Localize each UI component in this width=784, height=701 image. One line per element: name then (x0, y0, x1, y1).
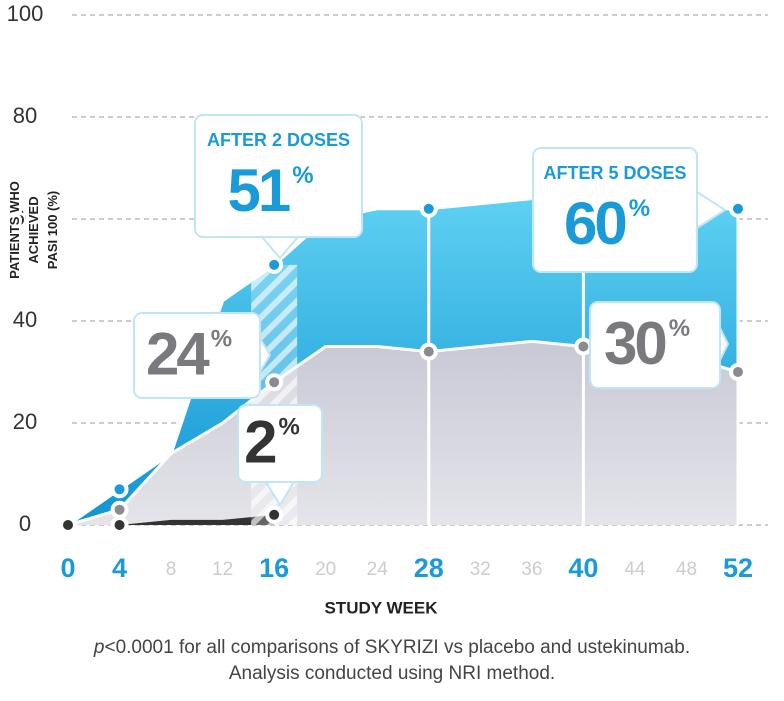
callout-cover (535, 150, 695, 270)
callout-pointer (719, 327, 730, 361)
dot (733, 367, 743, 377)
callout-cover (136, 315, 258, 396)
footnote-italic: p (93, 637, 105, 658)
callout: AFTER 5 DOSES 60% (532, 147, 727, 273)
callout-value: 30% (604, 310, 690, 377)
data-point (265, 373, 284, 392)
data-point (265, 505, 284, 524)
callout: 2% (237, 404, 323, 507)
dot (423, 203, 434, 214)
y-tick-label: 0 (19, 511, 31, 536)
callout-cover (592, 304, 718, 386)
callout-pointer (264, 481, 296, 507)
x-tick-label: 32 (470, 559, 491, 580)
x-tick-label: 52 (723, 553, 753, 583)
data-point (110, 480, 129, 499)
callout-unit: % (211, 326, 232, 353)
x-tick-label: 12 (212, 559, 233, 580)
y-axis-title-line: ACHIEVED (26, 196, 41, 263)
dot (63, 520, 73, 530)
callout-number: 30 (604, 310, 665, 377)
callout-cover (240, 407, 320, 480)
x-tick-label: 44 (624, 559, 646, 580)
data-point (265, 255, 284, 274)
x-tick-label: 40 (568, 553, 598, 583)
data-point (110, 500, 129, 519)
dot (269, 259, 280, 270)
area (68, 341, 738, 525)
x-tick-label: 8 (166, 559, 177, 580)
data-point (729, 363, 747, 381)
callout-unit: % (292, 162, 313, 189)
x-tick-label: 36 (521, 559, 542, 580)
x-tick-label: 48 (676, 559, 697, 580)
data-point (110, 516, 129, 534)
dot (114, 504, 125, 515)
x-tick-label: 24 (367, 559, 389, 580)
callout-number: 60 (564, 190, 625, 257)
callout: AFTER 2 DOSES 51% (194, 114, 363, 260)
y-axis-title-line: PATIENTS WHO (7, 181, 22, 279)
footnote: Analysis conducted using NRI method. (229, 663, 555, 684)
dot (269, 509, 280, 520)
callout-value: 60% (564, 190, 650, 257)
callout-pointer (259, 334, 272, 376)
callout-unit: % (669, 315, 690, 342)
x-tick-label: 20 (315, 559, 336, 580)
data-point (59, 516, 77, 534)
footnote: p<0.0001 for all comparisons of SKYRIZI … (93, 637, 690, 658)
data-point (419, 199, 438, 218)
y-axis-title-line: PASI 100 (%) (45, 191, 60, 270)
callout-number: 24 (146, 320, 210, 387)
dot (733, 203, 743, 214)
y-axis-title: PATIENTS WHO ACHIEVED PASI 100 (%) (7, 181, 60, 279)
x-tick-label: 4 (112, 553, 127, 583)
x-tick-label: 0 (60, 553, 75, 583)
dot (269, 377, 280, 388)
callout-number: 2 (244, 408, 275, 475)
x-tick-label: 28 (414, 553, 444, 583)
y-tick-label: 40 (13, 307, 37, 332)
dot (578, 341, 589, 352)
callout-value: 24% (146, 320, 232, 387)
callout: 24% (133, 312, 272, 399)
x-axis-title: STUDY WEEK (324, 598, 438, 617)
y-tick-label: 20 (13, 409, 37, 434)
dot (423, 346, 434, 357)
area (68, 514, 275, 525)
x-tick-label: 16 (259, 553, 289, 583)
data-point (574, 337, 593, 356)
callout-value: 2% (244, 408, 300, 475)
callout-unit: % (279, 414, 300, 441)
y-tick-label: 60 (13, 205, 37, 230)
y-tick-label: 80 (13, 103, 37, 128)
callout-unit: % (629, 195, 650, 222)
footnote-text: <0.0001 for all comparisons of SKYRIZI v… (104, 637, 690, 658)
dot (114, 484, 125, 495)
callout-value: 51% (227, 157, 313, 224)
callout-number: 51 (227, 157, 289, 224)
dot (114, 520, 125, 530)
callout-heading: AFTER 5 DOSES (543, 163, 686, 183)
callout-pointer (696, 190, 727, 230)
callout-pointer (259, 236, 301, 260)
y-tick-label: 100 (7, 1, 44, 26)
plot (59, 197, 747, 534)
callout: 30% (589, 301, 730, 389)
callout-cover (197, 117, 360, 235)
data-point (729, 199, 747, 218)
data-point (419, 342, 438, 361)
callout-heading: AFTER 2 DOSES (207, 130, 350, 150)
